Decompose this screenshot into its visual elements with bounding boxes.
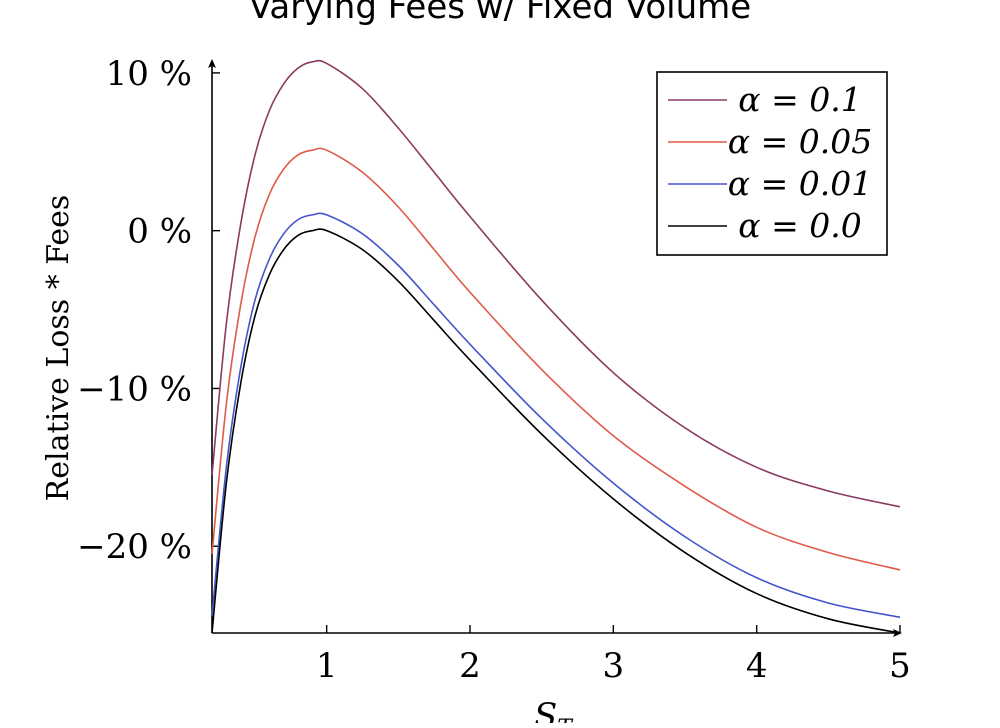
series-line-2 <box>211 212 901 619</box>
series-line-1 <box>211 147 901 571</box>
x-tick-label: 5 <box>889 646 911 686</box>
axes: 1 2 3 4 5 10 % 0 % −10 % −20 %Relative Loss * Fe… <box>41 54 911 728</box>
x-tick-label: 4 <box>746 646 768 686</box>
legend-label-2: α = 0.01 <box>728 164 872 203</box>
legend: α = 0.1α = 0.05α = 0.01α = 0.0 <box>656 71 888 256</box>
y-tick-label: −20 % <box>77 527 192 567</box>
y-tick-label: 0 % <box>127 212 192 252</box>
y-tick-label: −10 % <box>77 369 192 409</box>
x-axis-label: ST <box>534 696 574 723</box>
y-axis-arrow <box>208 59 216 68</box>
y-tick-label: 10 % <box>106 54 192 94</box>
x-tick-label: 2 <box>459 646 481 686</box>
series-layer <box>211 59 901 634</box>
x-tick-label: 3 <box>603 646 625 686</box>
legend-label-3: α = 0.0 <box>738 206 861 245</box>
chart-title: Varying Fees w/ Fixed Volume <box>248 0 752 27</box>
legend-label-0: α = 0.1 <box>738 80 861 119</box>
y-axis-label: Relative Loss * Fees <box>41 195 76 502</box>
series-line-3 <box>211 228 901 634</box>
series-line-0 <box>211 59 901 508</box>
legend-box <box>656 71 888 256</box>
legend-label-1: α = 0.05 <box>728 122 872 161</box>
x-tick-label: 1 <box>316 646 338 686</box>
